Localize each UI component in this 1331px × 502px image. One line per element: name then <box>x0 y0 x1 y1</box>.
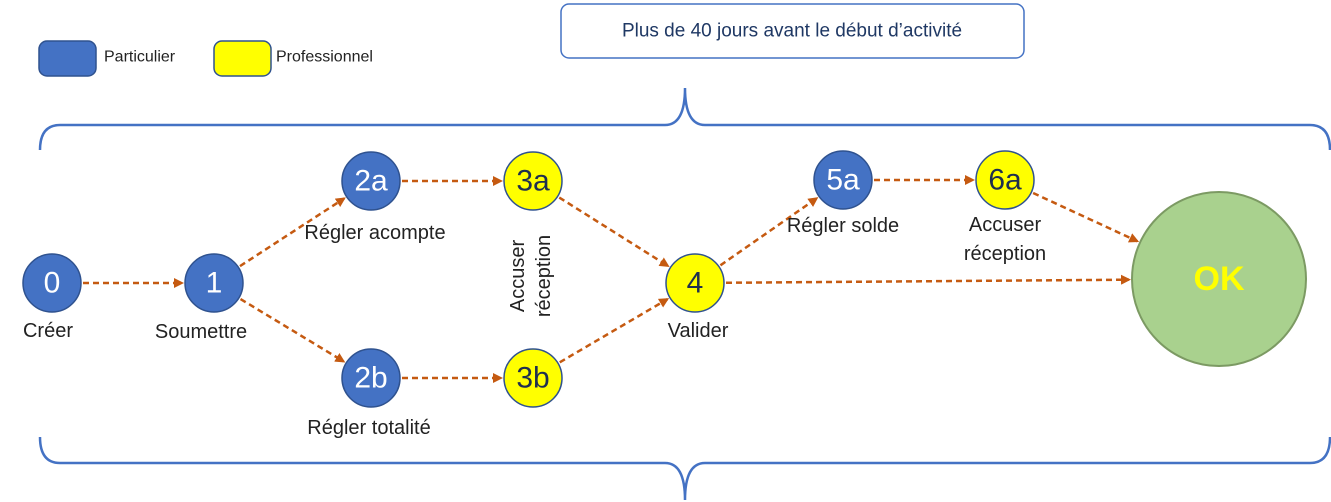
node-2a-label: 2a <box>354 165 388 198</box>
node-1-label: 1 <box>206 267 223 300</box>
node-0-circle <box>22 253 82 313</box>
vertical-caption-line-1: Accuser <box>507 240 529 313</box>
node-ok-circle <box>1131 191 1307 367</box>
legend-label-professionnel: Professionnel <box>276 49 373 66</box>
node-2b-label: 2b <box>354 362 387 395</box>
node-2a-circle <box>341 151 401 211</box>
node-6a-caption-1: Accuser <box>969 214 1042 236</box>
node-2b-circle <box>341 348 401 408</box>
legend-swatch-professionnel <box>213 40 272 77</box>
node-6a-label: 6a <box>988 164 1022 197</box>
node-6a: 6a Accuser réception <box>964 150 1046 265</box>
node-5a-label: 5a <box>826 164 860 197</box>
node-1-caption-1: Soumettre <box>155 321 247 343</box>
node-6a-caption-2: réception <box>964 243 1046 265</box>
vertical-caption-accuser-reception: Accuser réception <box>507 235 555 317</box>
top-brace <box>38 87 1331 151</box>
edge-1-to-2b <box>239 297 346 363</box>
node-1: 1 Soumettre <box>155 253 247 343</box>
banner-text: Plus de 40 jours avant le début d’activi… <box>622 21 962 42</box>
banner-box <box>560 3 1025 59</box>
node-ok: OK <box>1131 191 1307 367</box>
legend: Particulier Professionnel <box>38 40 373 77</box>
edges <box>83 175 1140 383</box>
node-2b: 2b Régler totalité <box>307 348 431 439</box>
node-2a-caption-1: Régler acompte <box>304 222 445 244</box>
legend-swatch-particulier <box>38 40 97 77</box>
node-3b-circle <box>503 348 563 408</box>
node-3a: 3a <box>503 151 563 211</box>
bottom-brace <box>38 436 1331 501</box>
banner: Plus de 40 jours avant le début d’activi… <box>560 3 1025 59</box>
legend-label-particulier: Particulier <box>104 49 176 66</box>
node-0-label: 0 <box>44 267 61 300</box>
edge-6a-to-ok <box>1032 191 1140 243</box>
edge-3b-to-4 <box>559 298 670 364</box>
edge-1-to-2a <box>239 197 346 268</box>
node-4-circle <box>665 253 725 313</box>
vertical-caption-line-2: réception <box>533 235 555 317</box>
node-1-circle <box>184 253 244 313</box>
node-2a: 2a Régler acompte <box>304 151 446 244</box>
node-5a-caption-1: Régler solde <box>787 215 899 237</box>
node-3b-label: 3b <box>516 362 549 395</box>
node-4: 4 Valider <box>665 253 729 342</box>
nodes: 0 Créer 1 Soumettre 2a Régler acompte 2b Régler… <box>22 150 1307 439</box>
node-5a: 5a Régler solde <box>787 150 899 237</box>
node-4-label: 4 <box>687 267 704 300</box>
node-3a-circle <box>503 151 563 211</box>
node-2b-caption-1: Régler totalité <box>307 417 430 439</box>
node-0-caption-1: Créer <box>23 320 73 342</box>
node-ok-label: OK <box>1194 260 1245 298</box>
edge-3a-to-4 <box>558 196 670 268</box>
node-4-caption-1: Valider <box>668 320 729 342</box>
node-6a-circle <box>975 150 1035 210</box>
node-5a-circle <box>813 150 873 210</box>
node-0: 0 Créer <box>22 253 82 342</box>
edge-4-to-ok <box>725 274 1132 285</box>
node-3a-label: 3a <box>516 165 550 198</box>
node-3b: 3b <box>503 348 563 408</box>
